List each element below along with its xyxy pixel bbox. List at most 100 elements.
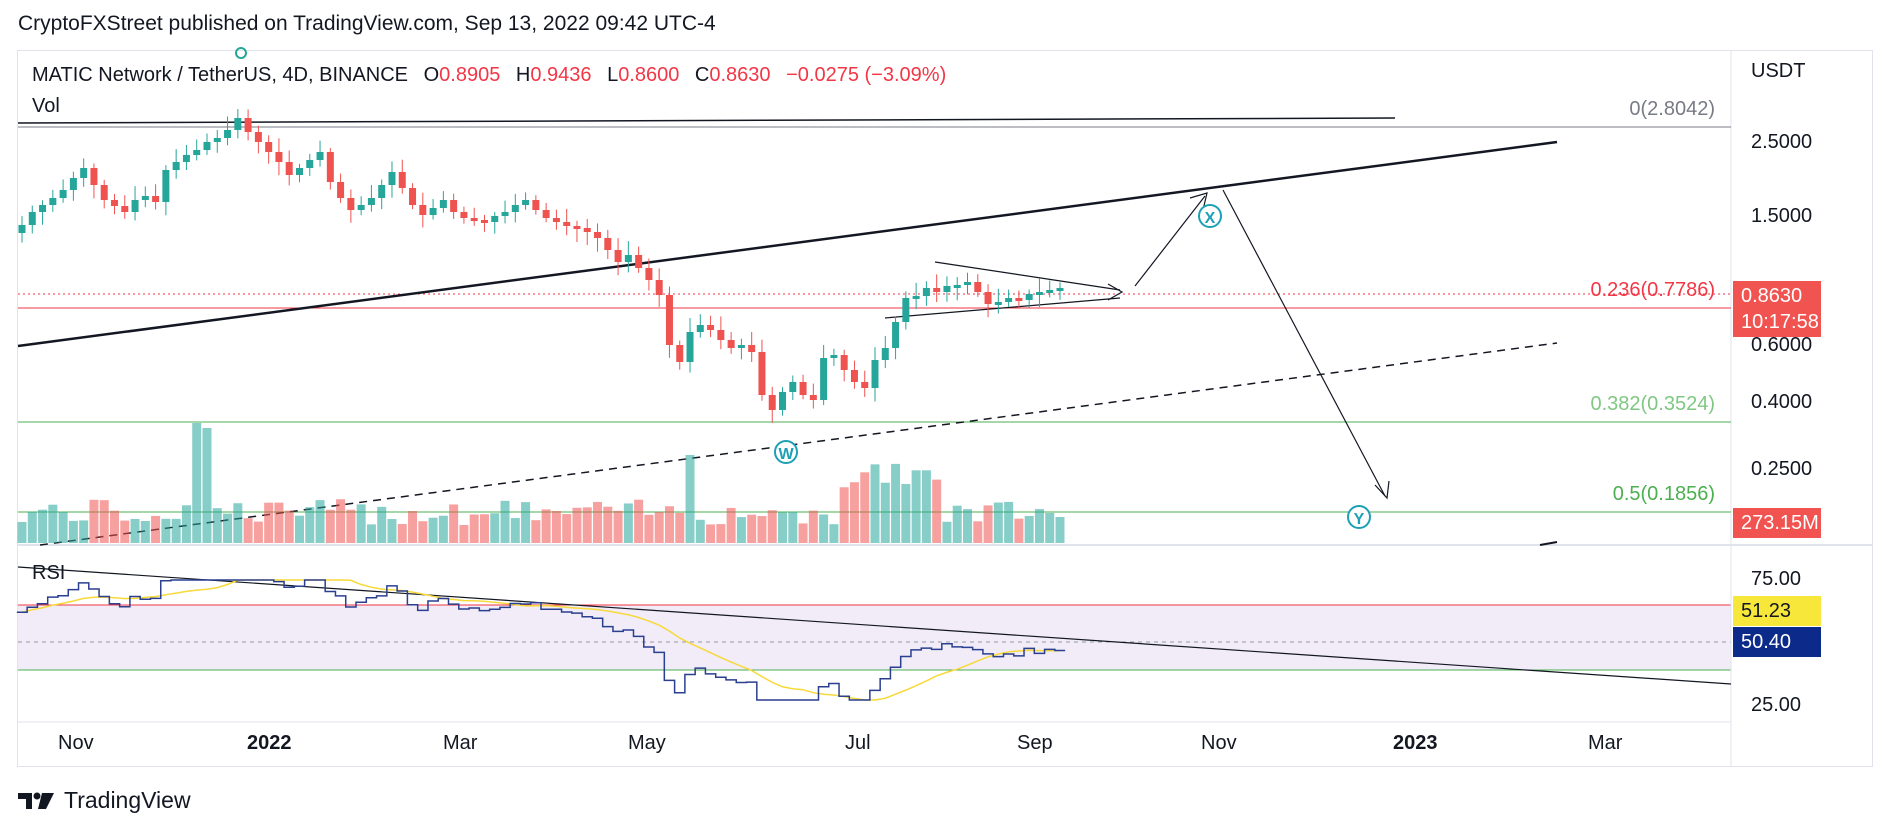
- volume-bar: [880, 482, 890, 543]
- rsi-line: [16, 579, 1066, 701]
- candle-body: [1025, 294, 1033, 300]
- candle-body: [779, 392, 787, 410]
- volume-bar: [377, 506, 387, 543]
- candle-body: [90, 168, 98, 185]
- candlesticks: [18, 109, 1064, 423]
- candle-body: [912, 296, 920, 299]
- footer-brand[interactable]: TradingView: [18, 787, 191, 814]
- volume-bar: [294, 515, 304, 543]
- volume-bar: [562, 514, 572, 543]
- candle-body: [994, 302, 1002, 305]
- volume-bar: [89, 499, 99, 543]
- volume-bar: [438, 515, 448, 543]
- volume-bar: [48, 504, 58, 543]
- volume-bar: [839, 487, 849, 543]
- fib-label-5: 0.5(0.1856): [1612, 483, 1715, 505]
- time-tick: 2023: [1393, 732, 1438, 754]
- close-value: 0.8630: [709, 64, 771, 86]
- candle-body: [28, 212, 36, 225]
- volume-bar: [418, 521, 428, 543]
- wave-x-label: X: [1205, 210, 1216, 227]
- price-tick: 2.5000: [1751, 131, 1813, 153]
- candle-body: [511, 205, 519, 212]
- candle-body: [100, 185, 108, 200]
- candle-body: [460, 212, 468, 218]
- rsi-tick: 25.00: [1751, 694, 1802, 716]
- candle-body: [552, 218, 560, 222]
- rsi-tick: 75.00: [1751, 568, 1802, 590]
- candle-body: [388, 172, 396, 185]
- candle-body: [892, 322, 900, 348]
- volume-bar: [408, 511, 418, 543]
- candle-body: [306, 160, 314, 168]
- volume-bar: [819, 514, 829, 543]
- candle-body: [964, 282, 972, 285]
- candle-body: [943, 286, 951, 292]
- volume-bar: [274, 502, 284, 543]
- volume-bar: [202, 428, 212, 543]
- candle-body: [665, 295, 673, 345]
- fib-label-236: 0.236(0.7786): [1590, 279, 1715, 301]
- volume-bar: [911, 470, 921, 543]
- triangle-top: [934, 261, 1121, 291]
- volume-bar: [531, 520, 541, 543]
- candle-body: [110, 200, 118, 206]
- volume-bar: [551, 510, 561, 543]
- volume-bar: [860, 472, 870, 543]
- candle-body: [501, 212, 509, 216]
- wave-y-circle: [1347, 505, 1371, 529]
- candle-body: [1015, 298, 1023, 301]
- candle-body: [614, 250, 622, 262]
- volume-bar: [952, 505, 962, 543]
- volume-bar: [726, 507, 736, 543]
- candle-body: [563, 222, 571, 226]
- candle-body: [357, 205, 365, 210]
- candle-body: [80, 168, 88, 178]
- wave-x-circle: [1198, 204, 1222, 228]
- volume-bar: [397, 524, 407, 543]
- candle-body: [809, 395, 817, 400]
- volume-bar: [757, 516, 767, 543]
- symbol-name[interactable]: MATIC Network / TetherUS, 4D, BINANCE: [32, 64, 409, 86]
- triangle-bottom: [884, 297, 1121, 319]
- volume-bar: [99, 500, 109, 543]
- volume-bar: [695, 519, 705, 543]
- volume-bar: [603, 506, 613, 543]
- candle-body: [676, 345, 684, 362]
- candle-body: [953, 285, 961, 288]
- candle-body: [737, 345, 745, 348]
- rsi-pane-label[interactable]: RSI: [32, 562, 66, 584]
- volume-bar: [346, 509, 356, 543]
- candle-body: [439, 200, 447, 208]
- candle-body: [275, 152, 283, 162]
- candle-body: [820, 358, 828, 400]
- change-value: −0.0275 (−3.09%): [786, 64, 947, 86]
- volume-bar: [541, 509, 551, 543]
- candle-body: [830, 355, 838, 358]
- candle-body: [604, 238, 612, 250]
- volume-bar: [366, 524, 376, 543]
- candle-body: [717, 330, 725, 340]
- volume-pane-label[interactable]: Vol: [32, 95, 60, 117]
- volume-bar: [613, 510, 623, 543]
- time-tick: Nov: [1201, 732, 1237, 754]
- volume-bar: [58, 512, 68, 543]
- volume-bar: [387, 519, 397, 543]
- candle-body: [398, 172, 406, 188]
- price-tick: 0.2500: [1751, 458, 1813, 480]
- volume-bar: [510, 518, 520, 543]
- candle-body: [193, 150, 201, 155]
- volume-bar: [963, 509, 973, 543]
- brand-name: TradingView: [64, 787, 191, 813]
- candle-body: [707, 325, 715, 330]
- volume-bar: [192, 423, 202, 543]
- volume-bar: [479, 514, 489, 543]
- volume-bar: [993, 502, 1003, 543]
- volume-bar: [500, 500, 510, 543]
- candle-body: [316, 152, 324, 160]
- candle-body: [696, 325, 704, 332]
- volume-bar: [654, 511, 664, 543]
- candle-body: [265, 142, 273, 152]
- candle-body: [182, 155, 190, 162]
